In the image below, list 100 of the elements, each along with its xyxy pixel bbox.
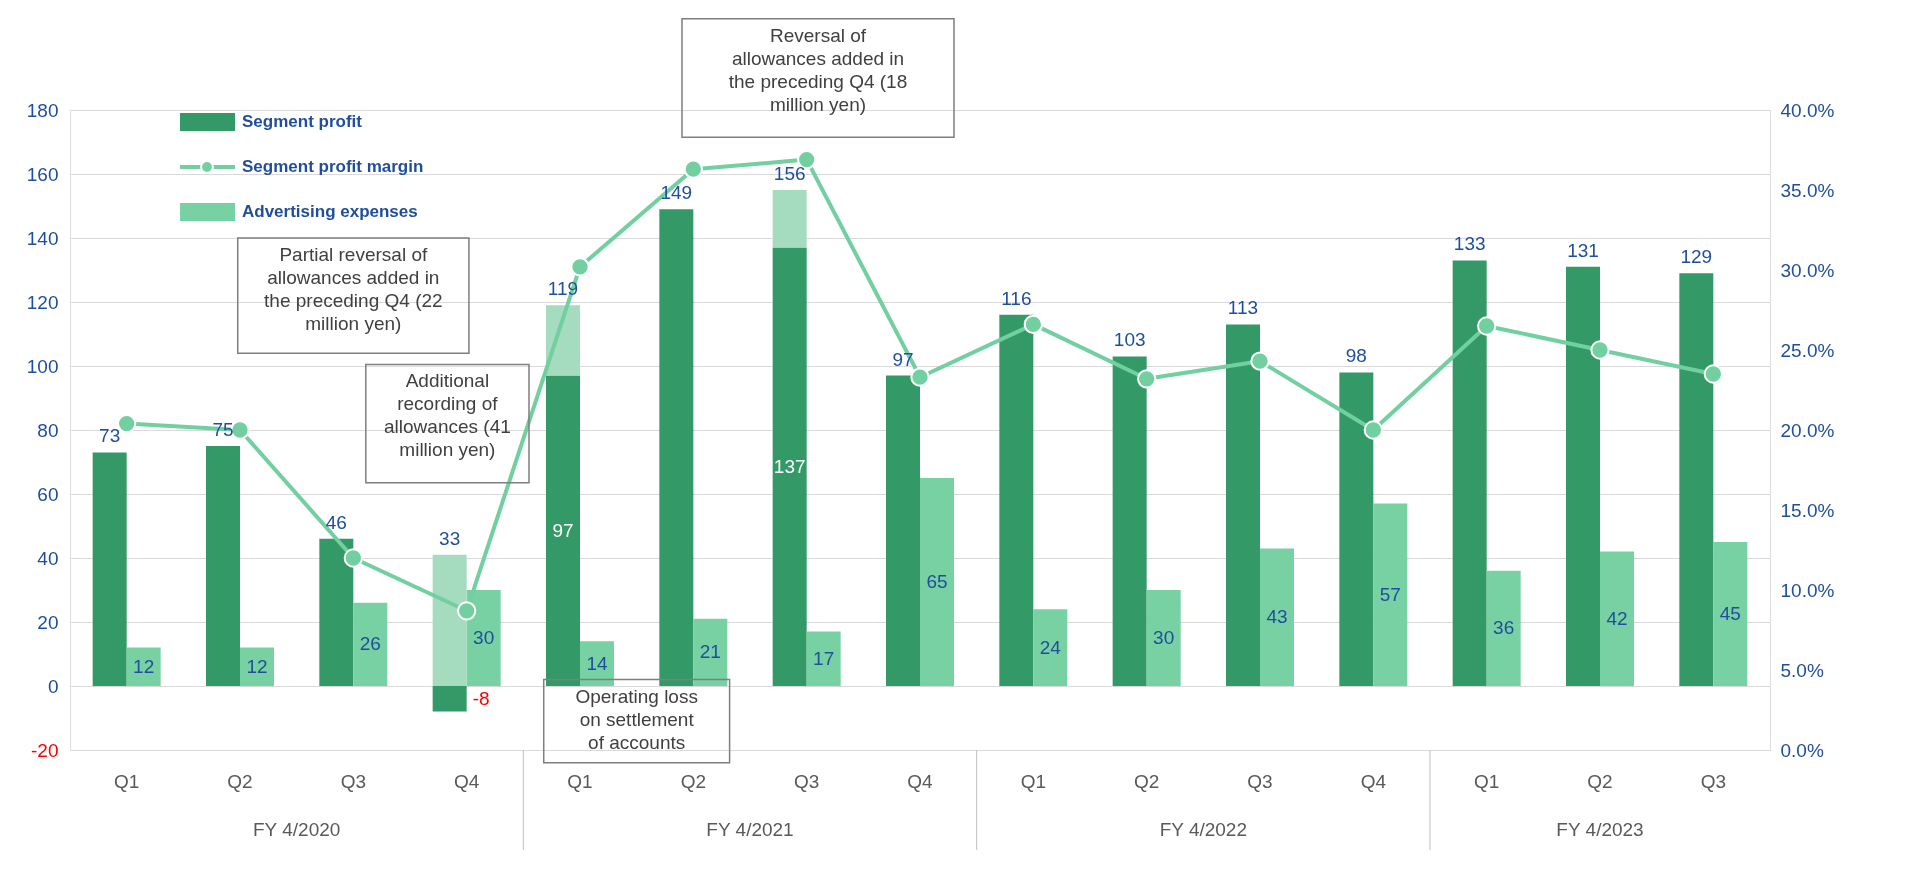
bar	[1600, 551, 1634, 686]
y2-tick-label: 30.0%	[1780, 259, 1835, 281]
point	[570, 257, 590, 277]
bar	[1112, 356, 1147, 686]
data-label: 103	[1113, 329, 1146, 351]
bar	[1486, 570, 1521, 686]
bar	[1260, 548, 1294, 686]
data-label: 26	[359, 633, 381, 655]
bar	[432, 686, 467, 712]
x-tick-label: Q1	[1473, 771, 1500, 792]
y-tick-label: 40	[37, 547, 59, 569]
legend-label: Advertising expenses	[242, 202, 418, 221]
bar	[1566, 266, 1600, 686]
y2-tick-label: 15.0%	[1780, 499, 1835, 521]
data-label: 113	[1227, 297, 1259, 319]
bar	[659, 209, 694, 686]
data-label: 116	[1001, 287, 1032, 309]
annotation: Partial reversal of allowances added in the preceding Q4 (22 million yen)	[264, 244, 443, 334]
x-tick-label: Q4	[453, 771, 480, 792]
point	[1023, 314, 1043, 335]
y-tick-label: 60	[37, 483, 59, 505]
x-tick-label: Q2	[227, 771, 253, 792]
data-label: 12	[246, 655, 268, 677]
data-label: 131	[1567, 239, 1599, 261]
y2-tick-label: 20.0%	[1780, 419, 1835, 441]
bar	[920, 478, 954, 686]
legend-label: Segment profit margin	[242, 157, 424, 176]
point	[910, 367, 930, 387]
data-label: -8	[472, 687, 490, 709]
bar	[1452, 260, 1487, 686]
text: FY 4/2021	[706, 819, 794, 840]
bar	[432, 554, 467, 686]
bar	[1033, 609, 1068, 686]
x-tick-label: Q4	[907, 771, 934, 792]
text: FY 4/2020	[253, 819, 341, 840]
point	[1477, 316, 1497, 336]
y2-tick-label: 0.0%	[1780, 739, 1824, 761]
data-label: 133	[1453, 233, 1486, 255]
bar	[353, 602, 388, 686]
x-tick-label: Q1	[1020, 771, 1047, 792]
bar	[319, 538, 354, 686]
annotation: Operating loss on settlement of accounts	[575, 685, 698, 753]
bar	[999, 314, 1034, 686]
annotation: Reversal of allowances added in the preceding Q4 (18 million yen)	[728, 24, 908, 115]
point	[683, 159, 703, 179]
x-tick-label: Q2	[1587, 771, 1613, 792]
data-label: 97	[552, 519, 574, 541]
y-tick-label: 20	[37, 611, 59, 633]
annotation: Additional recording of allowances (41 million yen)	[384, 370, 511, 461]
bar	[693, 618, 728, 686]
y-tick-label: 140	[26, 227, 59, 249]
data-label: 42	[1606, 607, 1628, 629]
data-label: 73	[99, 425, 121, 447]
data-label: 17	[813, 647, 835, 669]
data-label: 46	[325, 511, 347, 533]
point	[1363, 420, 1383, 440]
x-tick-label: Q3	[1700, 771, 1727, 792]
data-label: 30	[473, 627, 495, 648]
y-tick-label: -20	[31, 739, 59, 761]
data-label: 45	[1719, 603, 1741, 624]
bar	[580, 641, 614, 686]
y-tick-label: 100	[26, 355, 59, 377]
bar	[1679, 273, 1714, 686]
text: FY 4/2023	[1556, 819, 1644, 840]
y2-tick-label: 40.0%	[1780, 99, 1835, 121]
point	[1590, 340, 1610, 360]
bar	[92, 452, 127, 686]
point	[1137, 369, 1157, 389]
y2-tick-label: 35.0%	[1780, 179, 1835, 201]
bar	[240, 647, 274, 686]
bar	[206, 446, 240, 686]
y2-tick-label: 10.0%	[1780, 579, 1835, 601]
data-label: 65	[926, 571, 948, 592]
data-label: 14	[586, 652, 608, 674]
legend-label: Segment profit	[242, 112, 363, 131]
data-label: 30	[1153, 627, 1175, 648]
x-tick-label: Q1	[113, 771, 140, 792]
y-tick-label: 0	[47, 675, 59, 697]
annotation: 156	[773, 163, 806, 184]
annotation: 33	[439, 527, 461, 549]
point	[343, 548, 363, 568]
data-label: 57	[1379, 583, 1401, 605]
data-label: 24	[1039, 636, 1062, 658]
point	[457, 601, 477, 621]
bar	[772, 247, 807, 686]
bar	[546, 375, 580, 686]
x-tick-label: Q1	[567, 771, 593, 792]
data-label: 21	[699, 641, 721, 663]
x-tick-label: Q4	[1360, 771, 1387, 792]
y2-tick-label: 5.0%	[1780, 659, 1824, 681]
data-label: 98	[1345, 345, 1367, 367]
y-tick-label: 160	[26, 163, 59, 185]
data-label: 12	[133, 655, 155, 677]
bar	[806, 631, 841, 686]
bar	[886, 375, 920, 686]
y-tick-label: 180	[26, 99, 59, 121]
bar	[1713, 542, 1748, 686]
data-label: 137	[773, 455, 806, 477]
x-tick-label: Q2	[1133, 771, 1160, 792]
data-label: 36	[1493, 617, 1515, 639]
